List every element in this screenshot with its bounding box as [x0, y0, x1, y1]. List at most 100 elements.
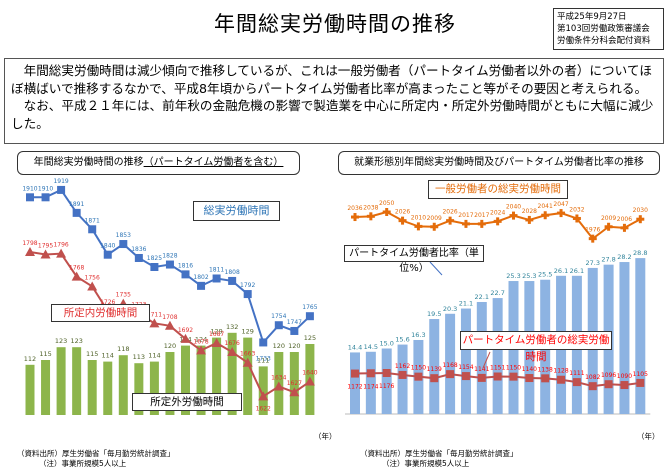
marker-part-time-hours	[366, 369, 375, 378]
meta-council: 第103回労働政策審議会	[557, 24, 650, 34]
data-label-regular: 2006	[617, 216, 632, 223]
marker-regular-hours	[638, 215, 642, 224]
bar-overtime	[103, 361, 113, 415]
data-label-regular: 2050	[379, 200, 394, 207]
bar-label: 15.6	[395, 336, 409, 344]
bar-overtime	[289, 352, 299, 415]
data-label-part-time-hours: 1168	[442, 362, 457, 369]
bar-overtime	[258, 366, 268, 415]
bar-label: 14.4	[348, 343, 362, 351]
bar-overtime	[227, 332, 237, 415]
marker-regular-hours	[527, 215, 531, 224]
data-label-regular: 2032	[569, 206, 584, 213]
bar-label: 27.8	[601, 256, 615, 264]
marker-part-time-hours	[557, 375, 566, 384]
data-label-total: 1910	[38, 185, 53, 192]
marker-part-time-hours	[493, 372, 502, 381]
bar-overtime	[134, 363, 144, 415]
data-label-part-time-hours: 1172	[347, 384, 362, 391]
marker-part-time-hours	[541, 374, 550, 383]
bar-label: 22.1	[475, 293, 489, 301]
right-year-unit: （年）	[637, 432, 660, 441]
bar-label: 120	[164, 342, 176, 350]
bar-part-time-ratio	[635, 258, 646, 414]
page-title: 年間総実労働時間の推移	[214, 12, 456, 36]
bar-label: 123	[70, 337, 82, 345]
data-label-total: 1754	[271, 313, 286, 320]
marker-regular-hours	[369, 212, 373, 221]
marker-part-time-hours	[461, 372, 470, 381]
legend-part-time-ratio: パートタイム労働者比率（単位%）	[344, 245, 484, 274]
bar-label: 16.3	[411, 331, 425, 339]
bar-label: 20.3	[443, 305, 457, 313]
marker-part-time-hours	[588, 382, 597, 391]
bar-overtime	[243, 337, 253, 415]
marker-total-hours	[259, 338, 268, 347]
marker-total-hours	[150, 263, 159, 271]
marker-part-time-hours	[525, 374, 534, 383]
summary-box: 年間総実労働時間は減少傾向で推移しているが、これは一般労働者（パートタイム労働者…	[4, 58, 664, 144]
marker-scheduled-hours	[289, 387, 300, 397]
marker-scheduled-hours	[258, 391, 269, 401]
marker-part-time-hours	[572, 378, 581, 387]
marker-total-hours	[88, 225, 97, 234]
marker-total-hours	[41, 193, 50, 202]
data-label-part-time-hours: 1105	[633, 371, 648, 378]
bar-label: 27.3	[586, 259, 600, 267]
data-label-scheduled: 1687	[209, 331, 224, 338]
left-year-unit: （年）	[314, 432, 337, 441]
bar-label: 123	[55, 337, 67, 345]
marker-part-time-hours	[636, 378, 645, 387]
data-label-regular: 2030	[633, 207, 648, 214]
bar-overtime	[212, 337, 222, 415]
bar-label: 129	[241, 328, 253, 336]
bar-label: 14.5	[364, 343, 378, 351]
data-label-part-time-hours: 1141	[474, 366, 489, 373]
bar-part-time-ratio	[365, 351, 376, 414]
data-label-regular: 2026	[395, 209, 410, 216]
marker-total-hours	[274, 321, 283, 330]
note-line: （注）事業所規模5人以上	[382, 459, 470, 468]
marker-regular-hours	[543, 211, 547, 220]
data-label-total: 1808	[225, 269, 240, 276]
marker-regular-hours	[559, 209, 563, 218]
bar-label: 113	[133, 353, 145, 361]
marker-scheduled-hours	[242, 357, 253, 367]
data-label-regular: 1976	[585, 227, 600, 234]
data-label-total: 1871	[85, 217, 100, 224]
bar-label: 120	[273, 342, 285, 350]
data-label-total: 1811	[209, 266, 224, 273]
data-label-regular: 2028	[522, 208, 537, 215]
marker-part-time-hours	[620, 381, 629, 390]
marker-total-hours	[212, 274, 221, 283]
data-label-scheduled: 1798	[22, 240, 37, 247]
legend-total-hours: 総実労働時間	[193, 201, 280, 221]
bar-part-time-ratio	[460, 308, 471, 414]
bar-label: 111	[257, 356, 269, 364]
marker-scheduled-hours	[196, 345, 207, 355]
arrow-part-time-pointer	[482, 351, 491, 369]
bar-label: 120	[288, 342, 300, 350]
marker-regular-hours	[591, 234, 595, 243]
data-label-scheduled: 1711	[147, 311, 162, 318]
source-line: （資料出所）厚生労働省「毎月勤労統計調査」	[17, 449, 175, 458]
data-label-part-time-hours: 1174	[363, 383, 378, 390]
data-label-scheduled: 1735	[116, 292, 131, 299]
marker-total-hours	[103, 250, 112, 259]
marker-total-hours	[72, 208, 81, 217]
note-line: （注）事業所規模5人以上	[39, 459, 127, 468]
legend-part-time-hours: パートタイム労働者の総実労働時間	[460, 331, 612, 363]
data-label-regular: 2024	[490, 209, 505, 216]
marker-regular-hours	[622, 223, 626, 232]
data-label-scheduled: 1627	[287, 380, 302, 387]
legend-scheduled-hours: 所定内労働時間	[51, 304, 150, 322]
data-label-total: 1802	[193, 274, 208, 281]
marker-total-hours	[134, 253, 143, 262]
marker-regular-hours	[385, 208, 389, 216]
data-label-regular: 2009	[427, 215, 442, 222]
bar-label: 115	[39, 350, 51, 358]
bar-label: 112	[24, 355, 36, 363]
data-label-scheduled: 1756	[85, 274, 100, 281]
right-chart-title: 就業形態別年間総実労働時間及びパートタイム労働者比率の推移	[338, 151, 660, 175]
marker-scheduled-hours	[25, 247, 35, 256]
